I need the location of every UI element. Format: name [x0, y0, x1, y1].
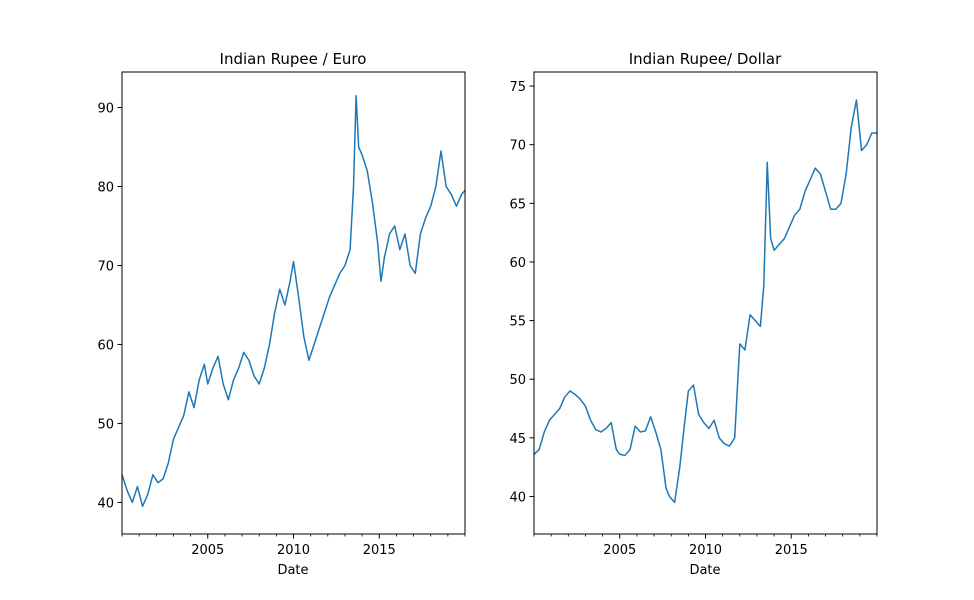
euro-chart-panel: Indian Rupee / Euro 2005 2010 2015 40 50 60 70…	[97, 50, 466, 578]
axes-frame	[121, 71, 466, 535]
series-layer	[533, 99, 878, 504]
ticks-layer: 2005 2010 2015 40 50 60 70 80 90	[97, 102, 466, 558]
y-tick-label: 60	[97, 338, 114, 353]
x-tick-label: 2005	[191, 543, 224, 558]
x-axis-label: Date	[277, 563, 308, 578]
chart-title: Indian Rupee / Euro	[220, 50, 367, 68]
y-tick-label: 50	[509, 373, 526, 388]
x-tick-label: 2010	[689, 543, 722, 558]
dollar-chart-panel: Indian Rupee/ Dollar 2005 2010 2015 40 45 50 5…	[509, 50, 878, 578]
x-tick-label: 2010	[277, 543, 310, 558]
axes-frame	[533, 71, 878, 535]
y-tick-label: 70	[97, 259, 114, 274]
y-tick-label: 40	[509, 490, 526, 505]
y-tick-label: 80	[97, 181, 114, 196]
series-line	[533, 99, 878, 504]
ticks-layer: 2005 2010 2015 40 45 50 55 60 65 70 75	[509, 80, 878, 558]
y-tick-label: 55	[509, 315, 526, 330]
x-tick-label: 2005	[603, 543, 636, 558]
x-tick-label: 2015	[775, 543, 808, 558]
y-tick-label: 75	[509, 80, 526, 95]
y-tick-label: 70	[509, 139, 526, 154]
y-tick-label: 50	[97, 417, 114, 432]
y-tick-label: 40	[97, 496, 114, 511]
y-tick-label: 60	[509, 256, 526, 271]
x-tick-label: 2015	[363, 543, 396, 558]
chart-title: Indian Rupee/ Dollar	[629, 50, 782, 68]
y-tick-label: 45	[509, 432, 526, 447]
y-tick-label: 65	[509, 197, 526, 212]
series-layer	[121, 94, 466, 508]
series-line	[121, 94, 466, 508]
x-axis-label: Date	[689, 563, 720, 578]
y-tick-label: 90	[97, 102, 114, 117]
